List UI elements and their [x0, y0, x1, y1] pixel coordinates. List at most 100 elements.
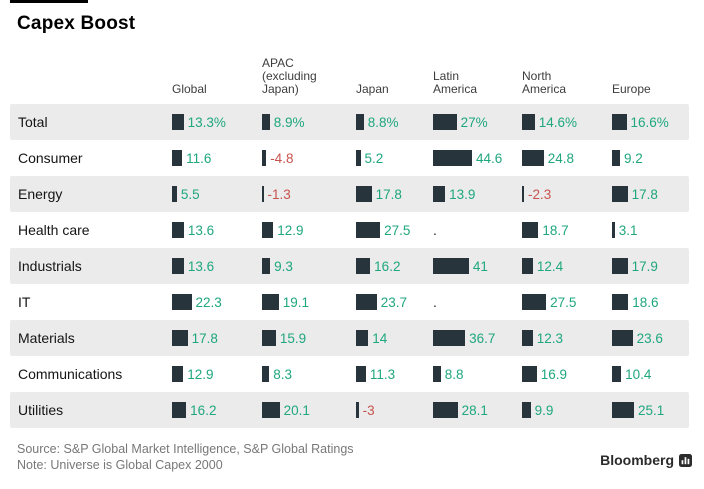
row-label-consumer: Consumer: [18, 150, 83, 166]
cell-industrials-north-america: 12.4: [522, 248, 563, 284]
row-label-materials: Materials: [18, 330, 75, 346]
value-bar: [356, 402, 359, 418]
chart-title: Capex Boost: [17, 13, 136, 34]
value-label: 28.1: [461, 402, 488, 418]
value-label: 16.9: [540, 366, 568, 382]
cell-energy-europe: 17.8: [612, 176, 658, 212]
column-headers: Global APAC (excluding Japan) Japan Latin Amer…: [0, 50, 704, 98]
value-bar: [522, 330, 533, 346]
value-bar: [522, 294, 547, 310]
cell-communications-apac-excluding-japan: 8.3: [262, 356, 292, 392]
cell-total-latin-america: 27%: [433, 104, 488, 140]
value-bar: [612, 294, 629, 310]
missing-value-marker: .: [433, 294, 437, 310]
source-note-block: Source: S&P Global Market Intelligence, …: [17, 441, 354, 473]
value-label: 5.5: [180, 186, 200, 202]
cell-communications-global: 12.9: [172, 356, 214, 392]
cell-health-care-europe: 3.1: [612, 212, 637, 248]
value-bar: [172, 258, 184, 274]
value-label: -1.3: [267, 186, 291, 202]
value-label: 8.8: [444, 366, 464, 382]
table-row: Materials 17.8 15.9 14 36.7 12.3 23.6: [0, 320, 704, 356]
value-label: 12.4: [536, 258, 564, 274]
value-label: 13.6: [187, 258, 215, 274]
cell-energy-latin-america: 13.9: [433, 176, 475, 212]
top-rule: [10, 0, 88, 3]
cell-consumer-latin-america: 44.6: [433, 140, 502, 176]
row-label-energy: Energy: [18, 186, 63, 202]
value-bar: [356, 330, 369, 346]
value-label: 23.7: [380, 294, 408, 310]
value-label: 12.9: [277, 222, 304, 238]
cell-materials-apac-excluding-japan: 15.9: [262, 320, 306, 356]
value-bar: [433, 150, 473, 166]
value-bar: [433, 186, 446, 202]
value-label: 44.6: [476, 150, 503, 166]
value-label: 17.8: [631, 186, 658, 202]
value-bar: [612, 330, 633, 346]
value-bar: [612, 186, 628, 202]
value-bar: [262, 222, 274, 238]
column-header-line: North: [522, 69, 552, 83]
value-bar: [262, 186, 264, 202]
cell-consumer-apac-excluding-japan: -4.8: [262, 140, 293, 176]
cell-communications-latin-america: 8.8: [433, 356, 463, 392]
table-row: Energy 5.5 -1.3 17.8 13.9 -2.3 17.8: [0, 176, 704, 212]
cell-utilities-japan: -3: [356, 392, 375, 428]
cell-health-care-global: 13.6: [172, 212, 214, 248]
table-row: Health care 13.6 12.9 27.5. 18.7 3.1: [0, 212, 704, 248]
cell-utilities-north-america: 9.9: [522, 392, 553, 428]
column-header-line: Japan): [262, 82, 299, 96]
value-bar: [172, 114, 184, 130]
cell-health-care-north-america: 18.7: [522, 212, 569, 248]
value-label: 10.4: [625, 366, 652, 382]
value-label: 23.6: [636, 330, 663, 346]
cell-industrials-latin-america: 41: [433, 248, 488, 284]
cell-it-japan: 23.7: [356, 284, 407, 320]
value-label: 13.3%: [187, 114, 226, 130]
row-label-health-care: Health care: [18, 222, 90, 238]
chart-footer: Source: S&P Global Market Intelligence, …: [0, 438, 704, 488]
cell-materials-japan: 14: [356, 320, 387, 356]
cell-total-north-america: 14.6%: [522, 104, 577, 140]
column-header-line: Latin: [433, 69, 460, 83]
row-band: [10, 392, 689, 428]
value-bar: [262, 150, 267, 166]
value-label: -4.8: [270, 150, 294, 166]
value-bar: [262, 402, 280, 418]
value-label: 9.9: [534, 402, 554, 418]
cell-materials-europe: 23.6: [612, 320, 663, 356]
value-bar: [612, 366, 622, 382]
value-label: 20.1: [283, 402, 310, 418]
cell-it-north-america: 27.5: [522, 284, 576, 320]
value-label: 17.9: [631, 258, 658, 274]
universe-note: Note: Universe is Global Capex 2000: [17, 458, 223, 472]
value-bar: [356, 186, 372, 202]
cell-materials-latin-america: 36.7: [433, 320, 495, 356]
value-bar: [522, 402, 531, 418]
value-label: 24.8: [547, 150, 574, 166]
row-band: [10, 176, 689, 212]
value-bar: [262, 330, 276, 346]
table-row: Communications 12.9 8.3 11.3 8.8 16.9 10.4: [0, 356, 704, 392]
bloomberg-wordmark: Bloomberg: [600, 452, 674, 468]
cell-industrials-global: 13.6: [172, 248, 214, 284]
cell-it-latin-america: .: [433, 284, 437, 320]
column-header-line: Global: [172, 82, 207, 96]
value-label: 8.8%: [367, 114, 399, 130]
row-band: [10, 212, 689, 248]
cell-energy-north-america: -2.3: [522, 176, 551, 212]
value-label: 9.3: [274, 258, 293, 274]
value-label: 14.6%: [538, 114, 578, 130]
value-bar: [522, 366, 537, 382]
table-row: Total 13.3% 8.9% 8.8% 27% 14.6% 16.6%: [0, 104, 704, 140]
cell-health-care-latin-america: .: [433, 212, 437, 248]
value-bar: [522, 258, 533, 274]
missing-value-marker: .: [433, 222, 437, 238]
column-header-line: America: [433, 82, 478, 96]
table-row: IT 22.3 19.1 23.7. 27.5 18.6: [0, 284, 704, 320]
value-bar: [356, 366, 366, 382]
value-label: 36.7: [469, 330, 496, 346]
value-label: 13.6: [187, 222, 215, 238]
